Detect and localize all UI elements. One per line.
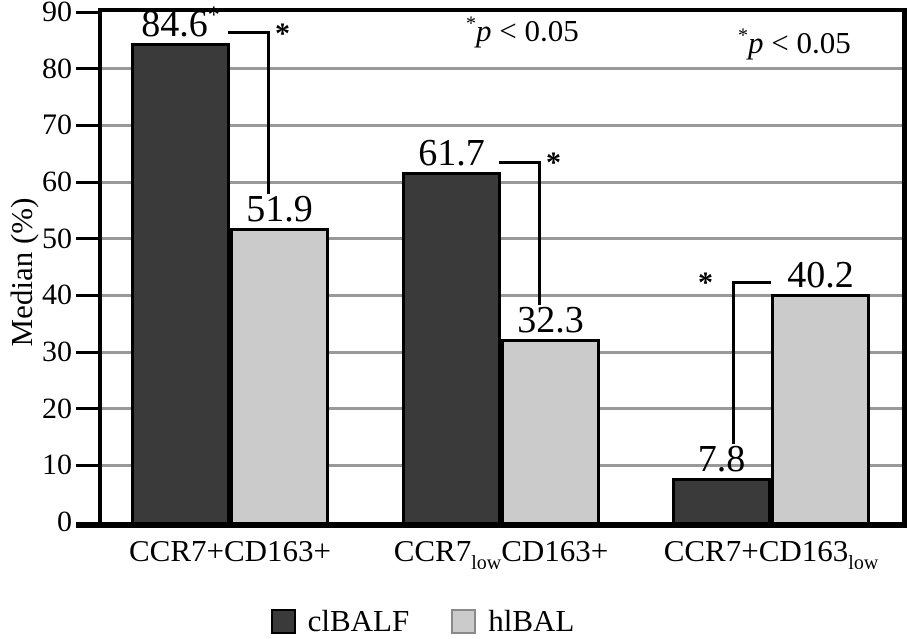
bar-clBALF-group0 [131, 42, 230, 522]
bar-value-label: 7.8 [697, 437, 746, 480]
plot-area: 84.6* 61.7 7.8 51.9 32.3 40.2 * * * *p < 0.05 *p <… [98, 1, 907, 528]
y-axis-tick-label: 0 [57, 505, 72, 538]
y-axis-tick [76, 522, 98, 528]
significance-bracket-vertical-2 [732, 280, 735, 445]
significance-asterisk-2: * [698, 266, 713, 300]
gridline [102, 237, 902, 241]
y-axis-tick-label: 20 [42, 391, 72, 425]
significance-bracket-horizontal-1 [499, 160, 540, 164]
legend-item-hlBAL: hlBAL [451, 603, 575, 638]
y-axis-tick [76, 180, 98, 184]
y-axis-tick [76, 350, 98, 354]
bar-hlBAL-group2 [771, 294, 870, 522]
chart-legend: clBALF hlBAL [0, 603, 877, 638]
y-axis-tick [76, 10, 98, 14]
y-axis-title: Median (%) [4, 197, 39, 347]
gridline [102, 67, 902, 71]
y-axis-tick [76, 407, 98, 411]
y-axis-tick-label: 10 [42, 448, 72, 482]
x-category-label-2: CCR7+CD163low [663, 533, 879, 574]
y-axis-tick-label: 30 [42, 335, 72, 368]
legend-swatch-hlBAL [451, 608, 477, 634]
p-value-note-1: *p < 0.05 [738, 24, 851, 60]
gridline [102, 293, 902, 297]
significance-bracket-horizontal-2 [733, 280, 771, 284]
gridline [102, 123, 902, 127]
y-axis-tick [76, 293, 98, 297]
y-axis-tick-label: 90 [42, 0, 72, 28]
bar-hlBAL-group1 [501, 338, 600, 522]
bar-value-label: 84.6* [141, 1, 220, 45]
significance-bracket-vertical-1 [538, 160, 541, 306]
bar-value-label: 61.7 [418, 132, 485, 175]
legend-item-clBALF: clBALF [270, 603, 410, 638]
gridline [102, 180, 902, 184]
y-axis-tick-label: 40 [42, 278, 72, 312]
y-axis-tick [76, 463, 98, 467]
x-category-label-0: CCR7+CD163+ [128, 533, 332, 568]
y-axis-tick-label: 70 [42, 108, 72, 142]
legend-label-clBALF: clBALF [307, 603, 410, 638]
y-axis-tick [76, 67, 98, 71]
p-value-note-0: *p < 0.05 [466, 12, 579, 48]
significance-bracket-vertical-0 [267, 31, 270, 195]
bar-value-label: 40.2 [787, 254, 854, 297]
y-axis-tick-label: 80 [42, 51, 72, 85]
significance-bracket-horizontal-0 [228, 31, 269, 35]
bar-value-label: 32.3 [517, 298, 584, 341]
x-category-label-1: CCR7lowCD163+ [393, 533, 609, 574]
bar-hlBAL-group0 [230, 227, 329, 522]
y-axis-tick [76, 123, 98, 127]
legend-label-hlBAL: hlBAL [488, 603, 575, 638]
bar-clBALF-group1 [402, 172, 501, 522]
legend-swatch-clBALF [270, 608, 296, 634]
bar-clBALF-group2 [672, 477, 771, 522]
y-axis-tick-label: 50 [42, 221, 72, 255]
y-axis-tick [76, 237, 98, 241]
bar-value-label: 51.9 [246, 187, 313, 230]
significance-asterisk-0: * [275, 16, 290, 50]
significance-asterisk-1: * [546, 146, 561, 180]
y-axis-tick-label: 60 [42, 165, 72, 198]
